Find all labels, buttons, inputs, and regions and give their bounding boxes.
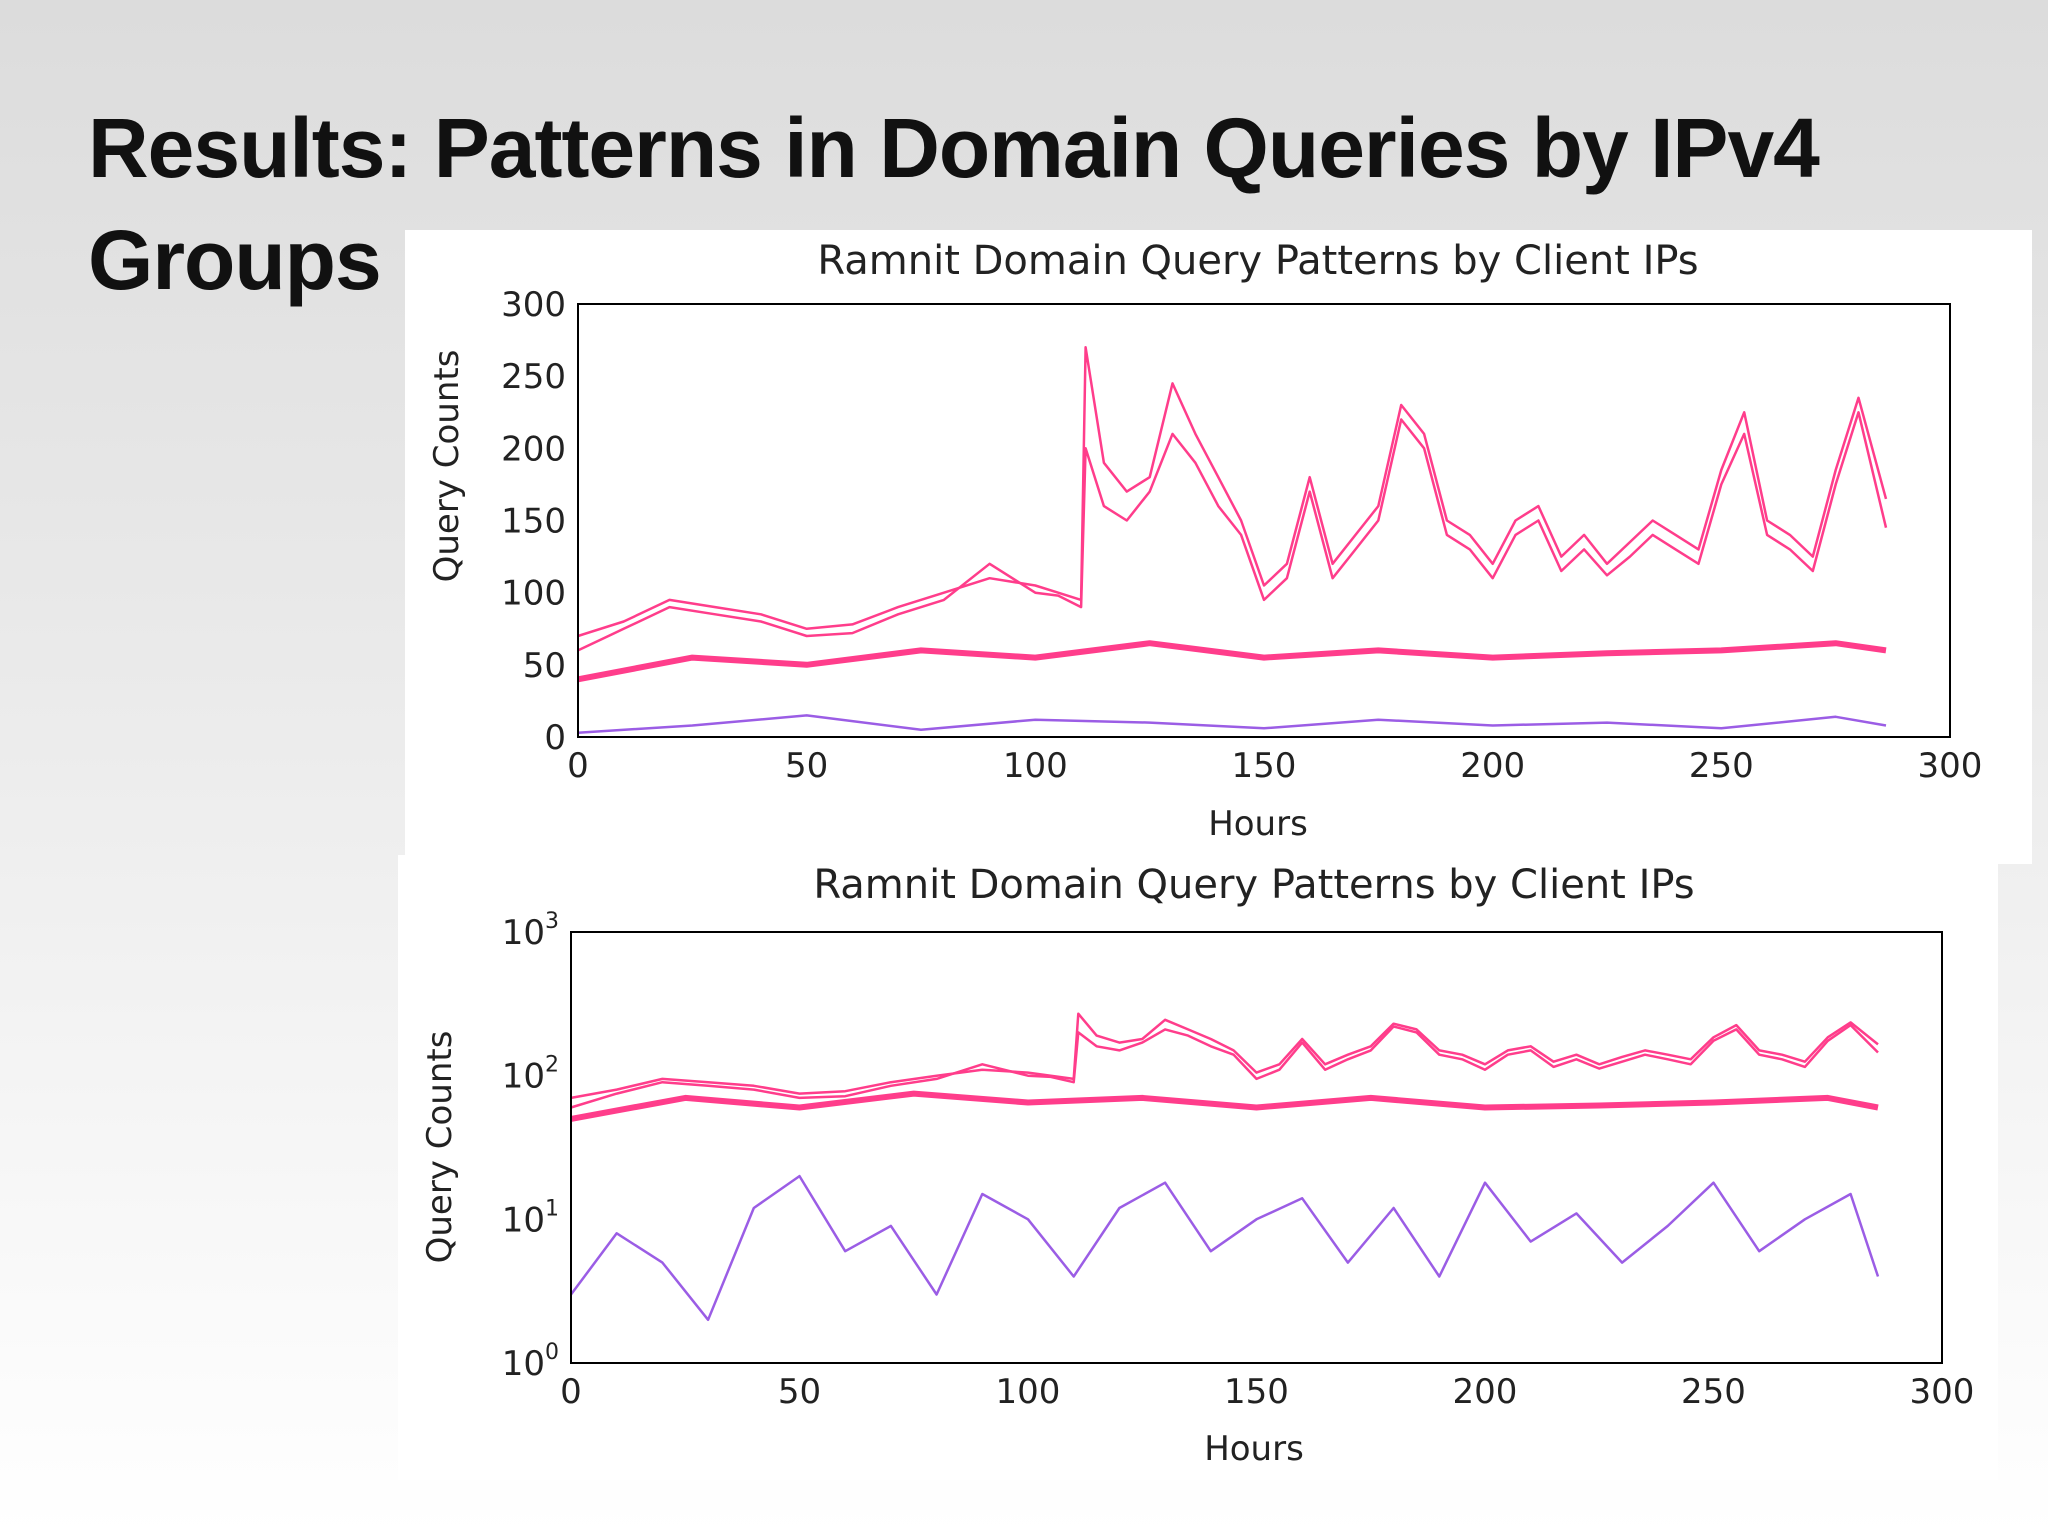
series-line [569, 1174, 1880, 1322]
series-line [570, 1012, 1879, 1100]
x-tick-label: 50 [778, 1372, 821, 1412]
plot-frame [577, 303, 1951, 738]
y-tick-label: 250 [501, 357, 566, 397]
linear-chart-panel: Ramnit Domain Query Patterns by Client I… [405, 230, 2032, 864]
plot-area [577, 303, 1951, 738]
y-tick-label: 300 [501, 285, 566, 325]
plot-background [571, 932, 1942, 1363]
chart-title: Ramnit Domain Query Patterns by Client I… [817, 238, 1698, 284]
slide-title: Results: Patterns in Domain Queries by I… [88, 101, 1820, 307]
series-line [570, 1090, 1879, 1122]
y-tick-label: 100 [502, 1340, 559, 1384]
y-tick-label: 101 [502, 1196, 559, 1240]
y-tick-label: 150 [501, 502, 566, 542]
x-tick-label: 300 [1910, 1372, 1975, 1412]
linear-chart: Ramnit Domain Query Patterns by Client I… [427, 238, 1982, 844]
x-tick-label: 0 [567, 746, 589, 786]
x-tick-label: 200 [1460, 746, 1525, 786]
series-line [577, 640, 1887, 683]
plot-background [578, 304, 1950, 737]
y-tick-label: 50 [523, 646, 566, 686]
x-tick-label: 300 [1918, 746, 1983, 786]
x-tick-label: 150 [1224, 1372, 1289, 1412]
x-tick-label: 200 [1453, 1372, 1518, 1412]
log-chart: Ramnit Domain Query Patterns by Client I… [420, 862, 1975, 1469]
x-tick-label: 100 [996, 1372, 1061, 1412]
x-axis-label: Hours [1208, 804, 1308, 844]
x-tick-label: 0 [560, 1372, 582, 1412]
plot-area [569, 931, 1943, 1364]
y-tick-label: 0 [544, 718, 566, 758]
x-tick-label: 250 [1689, 746, 1754, 786]
x-tick-label: 100 [1003, 746, 1068, 786]
y-axis-label: Query Counts [420, 1031, 460, 1264]
series-line [577, 714, 1887, 734]
series-line [577, 346, 1888, 638]
ticks: 0 50 100 150 200 250 300 100 101 102 103 [502, 909, 1975, 1412]
plot-frame [570, 931, 1943, 1364]
x-tick-label: 50 [785, 746, 828, 786]
log-chart-panel: Ramnit Domain Query Patterns by Client I… [398, 855, 1998, 1480]
x-tick-label: 250 [1681, 1372, 1746, 1412]
lines [569, 1012, 1880, 1322]
y-tick-label: 200 [501, 429, 566, 469]
series-line [570, 1023, 1879, 1109]
series-line [577, 411, 1888, 652]
y-axis-label: Query Counts [427, 350, 467, 583]
ticks: 0 50 100 150 200 250 300 0 50 100 150 200 250 300 [501, 285, 1982, 786]
chart-title: Ramnit Domain Query Patterns by Client I… [813, 862, 1694, 908]
y-tick-label: 103 [502, 909, 559, 953]
x-tick-label: 150 [1232, 746, 1297, 786]
x-axis-label: Hours [1204, 1429, 1304, 1469]
y-tick-label: 100 [501, 574, 566, 614]
lines [577, 346, 1888, 734]
y-tick-label: 102 [502, 1053, 559, 1097]
